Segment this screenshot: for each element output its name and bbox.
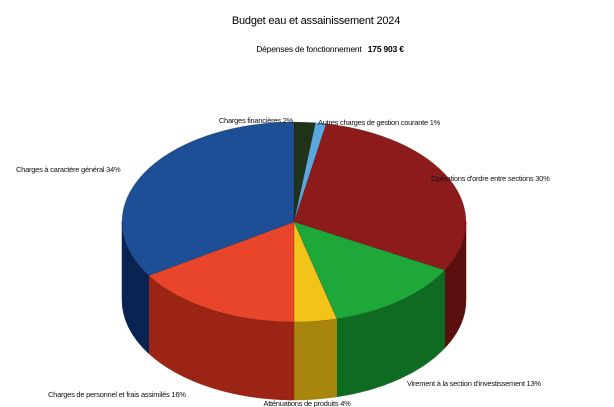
slice-label-charges-a-caractere-general: Charges à caractère général 34% xyxy=(16,165,121,174)
slice-label-charges-financieres: Charges financières 2% xyxy=(219,116,294,125)
chart-subtitle: Dépenses de fonctionnement 175 903 € xyxy=(256,44,404,54)
slice-label-autres-charges-de-gestion-courante: Autres charges de gestion courante 1% xyxy=(318,118,441,127)
chart-title: Budget eau et assainissement 2024 xyxy=(232,15,400,27)
subtitle-amount: 175 903 € xyxy=(368,44,404,54)
slice-label-virement-a-la-section-d-investissement: Virement à la section d'investissement 1… xyxy=(407,379,541,388)
pie-tops xyxy=(122,122,466,322)
slice-label-charges-de-personnel-et-frais-assimiles: Charges de personnel et frais assimilés … xyxy=(48,390,186,399)
slice-label-operations-d-ordre-entre-sections: Opérations d'ordre entre sections 30% xyxy=(431,174,550,183)
subtitle-label: Dépenses de fonctionnement xyxy=(256,44,362,54)
slice-label-attenuations-de-produits: Atténuations de produits 4% xyxy=(263,399,351,407)
